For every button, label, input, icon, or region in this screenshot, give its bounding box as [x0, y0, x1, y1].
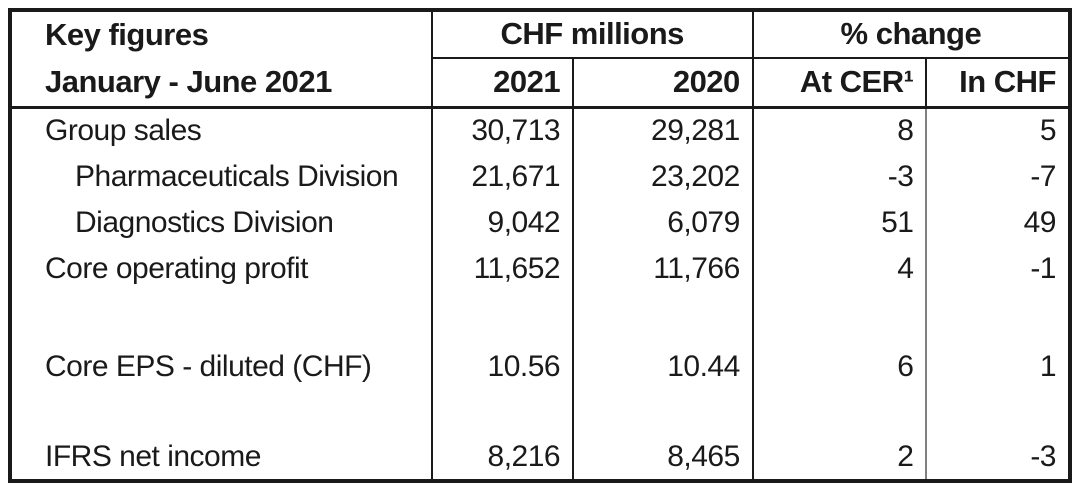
table-row-ifrs-net-income: IFRS net income 8,216 8,465 2 -3 — [10, 434, 1070, 481]
value-in-chf: -1 — [1030, 251, 1056, 285]
value-2021: 8,216 — [431, 434, 575, 481]
value-at-cer: 8 — [752, 107, 928, 154]
value-in-chf: 49 — [1023, 205, 1057, 239]
value-2021: 11,652 — [431, 245, 575, 292]
key-figures-table: Key figures January - June 2021 CHF mill… — [8, 8, 1072, 483]
column-header-2020: 2020 — [573, 57, 754, 109]
value-in-chf: -3 — [1030, 439, 1056, 473]
value-in-chf: 1 — [1039, 349, 1057, 383]
row-label: Pharmaceuticals Division — [10, 153, 433, 200]
value-in-chf: 5 — [1039, 114, 1057, 148]
value-at-cer: 6 — [752, 343, 928, 390]
table-title-cell: Key figures January - June 2021 — [10, 10, 433, 109]
table-title: Key figures — [45, 17, 209, 52]
value-2021: 9,042 — [431, 199, 575, 246]
value-2020: 29,281 — [573, 107, 754, 154]
column-header-in-chf: In CHF — [926, 57, 1070, 109]
spacer-row — [10, 291, 1070, 344]
column-group-chf-millions: CHF millions — [431, 10, 754, 59]
row-label: Core operating profit — [10, 245, 433, 292]
header-group-row: Key figures January - June 2021 CHF mill… — [10, 10, 1070, 109]
value-in-chf: -7 — [1030, 159, 1056, 193]
value-2021: 21,671 — [431, 153, 575, 200]
table-row-diagnostics-division: Diagnostics Division 9,042 6,079 51 49 — [10, 199, 1070, 246]
value-2021: 10.56 — [431, 343, 575, 390]
table-period: January - June 2021 — [45, 64, 332, 99]
column-group-pct-change: % change — [752, 10, 1070, 59]
table-row-core-eps-diluted: Core EPS - diluted (CHF) 10.56 10.44 6 1 — [10, 343, 1070, 390]
header-column-row: 2021 2020 At CER¹ In CHF — [10, 57, 1070, 109]
value-at-cer: 4 — [752, 245, 928, 292]
value-2020: 11,766 — [573, 245, 754, 292]
row-label: IFRS net income — [10, 434, 433, 481]
table-row-group-sales: Group sales 30,713 29,281 8 5 — [10, 107, 1070, 154]
row-label: Core EPS - diluted (CHF) — [10, 343, 433, 390]
column-header-2021: 2021 — [431, 57, 575, 109]
value-2020: 6,079 — [573, 199, 754, 246]
value-2021: 30,713 — [431, 107, 575, 154]
table-row-core-operating-profit: Core operating profit 11,652 11,766 4 -1 — [10, 245, 1070, 292]
row-label: Diagnostics Division — [10, 199, 433, 246]
value-2020: 8,465 — [573, 434, 754, 481]
table-row-pharmaceuticals-division: Pharmaceuticals Division 21,671 23,202 -… — [10, 153, 1070, 200]
value-2020: 23,202 — [573, 153, 754, 200]
spacer-row — [10, 389, 1070, 435]
value-2020: 10.44 — [573, 343, 754, 390]
value-at-cer: -3 — [752, 153, 928, 200]
row-label: Group sales — [10, 107, 433, 154]
value-at-cer: 51 — [752, 199, 928, 246]
column-header-at-cer: At CER¹ — [752, 57, 928, 109]
value-at-cer: 2 — [752, 434, 928, 481]
